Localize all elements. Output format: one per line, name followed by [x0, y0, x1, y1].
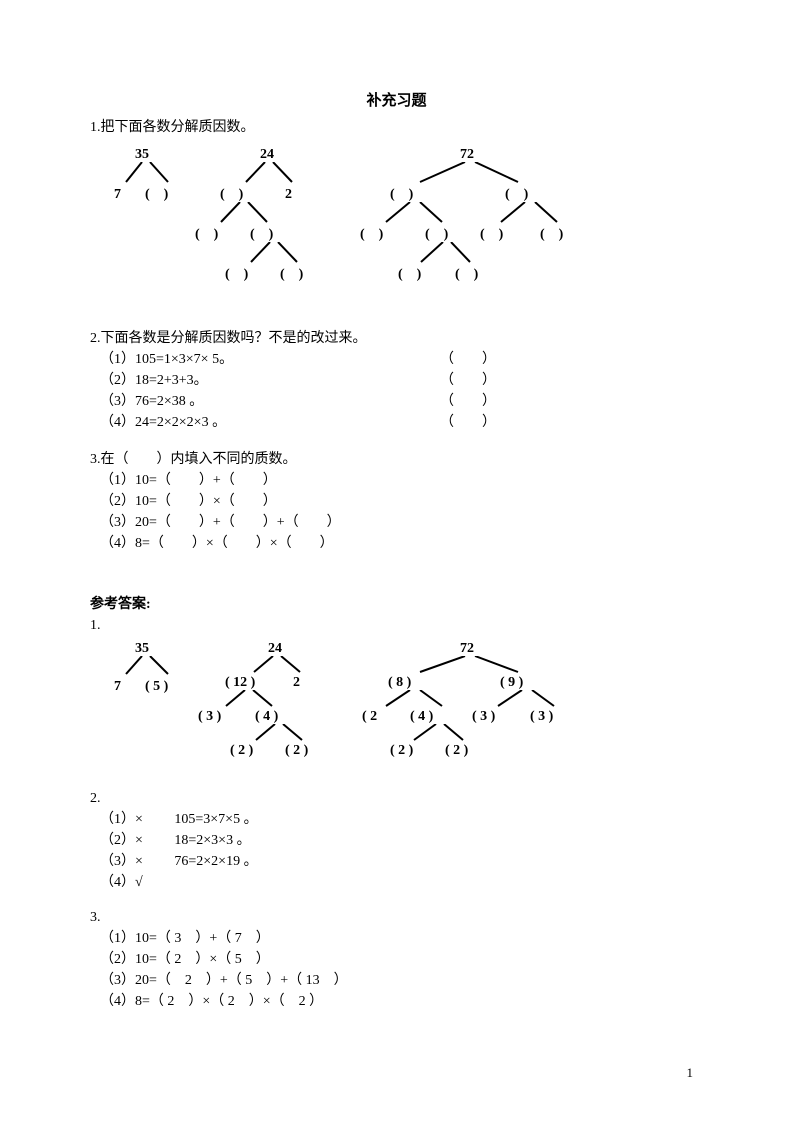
q2-item-1: （2）18=2+3+3。（ ）	[100, 370, 703, 391]
t35-r: ( )	[145, 184, 168, 205]
t72-l2b: ( )	[425, 224, 448, 245]
t24-l2: ( )	[195, 224, 218, 245]
t72-l3b: ( )	[455, 264, 478, 285]
a3-item-3: （4）8=（ 2 ）×（ 2 ）×（ 2 ）	[100, 991, 703, 1012]
q2-item-text: （4）24=2×2×2×3 。	[100, 412, 440, 433]
t24-r1: 2	[285, 184, 292, 205]
q2-item-paren: （ ）	[440, 394, 496, 409]
t72-r1: ( )	[505, 184, 528, 205]
t24-l3: ( )	[225, 264, 248, 285]
fa-t35-l: 7	[114, 676, 121, 697]
q2-item-0: （1）105=1×3×7× 5。（ ）	[100, 349, 703, 370]
q2-item-2: （3）76=2×38 。（ ）	[100, 391, 703, 412]
page-title: 补充习题	[90, 90, 703, 113]
q2-item-paren: （ ）	[440, 373, 496, 388]
a3-item-1: （2）10=（ 2 ）×（ 5 ）	[100, 949, 703, 970]
a1-label: 1.	[90, 615, 703, 636]
fa-t24-l1: ( 12 )	[225, 672, 255, 693]
fa-t72-l1: ( 8 )	[388, 672, 411, 693]
fa-t72-r2a: ( 3 )	[472, 706, 495, 727]
fa-t24-r1: 2	[293, 672, 300, 693]
t72-l1: ( )	[390, 184, 413, 205]
fa-t72-r2b: ( 3 )	[530, 706, 553, 727]
a1-trees: 35 7 ( 5 ) 24 ( 12 ) 2 ( 3 ) ( 4 ) ( 2 )…	[90, 638, 703, 788]
q2-item-3: （4）24=2×2×2×3 。（ ）	[100, 412, 703, 433]
a2-item-0: （1）× 105=3×7×5 。	[100, 809, 703, 830]
q3-prompt: 3.在（ ）内填入不同的质数。	[90, 449, 703, 470]
t35-root: 35	[135, 144, 149, 165]
fa-t24-root: 24	[268, 638, 282, 659]
q2-item-text: （3）76=2×38 。	[100, 391, 440, 412]
t24-l1: ( )	[220, 184, 243, 205]
fa-t72-l2a: ( 2	[362, 706, 377, 727]
q2-item-text: （2）18=2+3+3。	[100, 370, 440, 391]
t72-l3a: ( )	[398, 264, 421, 285]
a2-item-3: （4）√	[100, 872, 703, 893]
fa-t35-root: 35	[135, 638, 149, 659]
answers-head: 参考答案:	[90, 594, 703, 615]
q2-item-paren: （ ）	[440, 352, 496, 367]
q3-item-2: （3）20=（ ）+（ ）+（ ）	[100, 512, 703, 533]
fa-t24-l2: ( 3 )	[198, 706, 221, 727]
q3-item-3: （4）8=（ ）×（ ）×（ ）	[100, 533, 703, 554]
t24-root: 24	[260, 144, 274, 165]
t72-r2a: ( )	[480, 224, 503, 245]
page-number: 1	[687, 1063, 694, 1083]
a3-item-0: （1）10=（ 3 ）+（ 7 ）	[100, 928, 703, 949]
t72-r2b: ( )	[540, 224, 563, 245]
q2-item-paren: （ ）	[440, 415, 496, 430]
a3-item-2: （3）20=（ 2 ）+（ 5 ）+（ 13 ）	[100, 970, 703, 991]
fa-t24-r3: ( 2 )	[285, 740, 308, 761]
a2-head: 2.	[90, 788, 703, 809]
a2-item-2: （3）× 76=2×2×19 。	[100, 851, 703, 872]
q1-trees: 35 7 ( ) 24 ( ) 2 ( ) ( ) ( ) ( ) 72 ( )…	[90, 144, 703, 324]
fa-t24-l3: ( 2 )	[230, 740, 253, 761]
t24-r3: ( )	[280, 264, 303, 285]
t35-l: 7	[114, 184, 121, 205]
fa-t35-r: ( 5 )	[145, 676, 168, 697]
fa-t72-l3b: ( 2 )	[445, 740, 468, 761]
fa-t72-r1: ( 9 )	[500, 672, 523, 693]
q1-prompt: 1.把下面各数分解质因数。	[90, 117, 703, 138]
fa-t72-l2b: ( 4 )	[410, 706, 433, 727]
a3-head: 3.	[90, 907, 703, 928]
q2-item-text: （1）105=1×3×7× 5。	[100, 349, 440, 370]
fa-t24-r2: ( 4 )	[255, 706, 278, 727]
fa-t72-l3a: ( 2 )	[390, 740, 413, 761]
t72-l2a: ( )	[360, 224, 383, 245]
t72-root: 72	[460, 144, 474, 165]
fa-t72-root: 72	[460, 638, 474, 659]
q2-prompt: 2.下面各数是分解质因数吗？不是的改过来。	[90, 328, 703, 349]
q3-item-1: （2）10=（ ）×（ ）	[100, 491, 703, 512]
a2-item-1: （2）× 18=2×3×3 。	[100, 830, 703, 851]
q3-item-0: （1）10=（ ）+（ ）	[100, 470, 703, 491]
t24-r2: ( )	[250, 224, 273, 245]
